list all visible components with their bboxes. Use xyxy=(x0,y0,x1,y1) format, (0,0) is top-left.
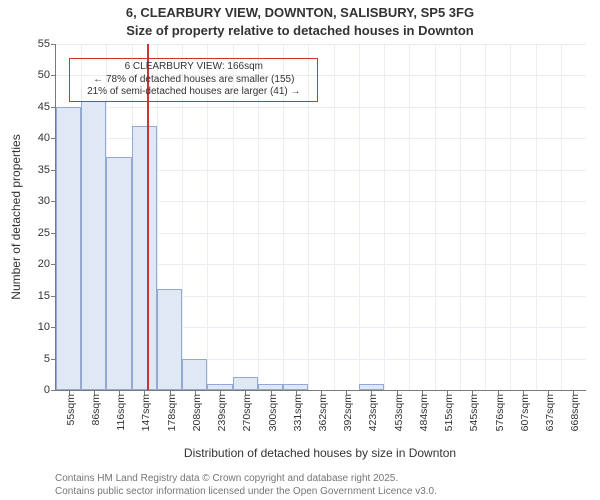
gridline-v xyxy=(334,44,335,390)
gridline-v xyxy=(359,44,360,390)
x-tick-label: 239sqm xyxy=(216,394,228,431)
y-tick-label: 25 xyxy=(38,227,50,239)
x-tick-label: 147sqm xyxy=(140,394,152,431)
x-tick-label: 178sqm xyxy=(166,394,178,431)
x-tick-label: 668sqm xyxy=(569,394,581,431)
gridline-v xyxy=(536,44,537,390)
y-tick-label: 5 xyxy=(44,353,50,365)
y-tick-label: 15 xyxy=(38,290,50,302)
x-tick-label: 86sqm xyxy=(90,394,102,426)
y-axis-label: Number of detached properties xyxy=(9,134,23,299)
y-tick-label: 50 xyxy=(38,69,50,81)
histogram-bar xyxy=(233,377,258,390)
y-tick-label: 0 xyxy=(44,384,50,396)
x-tick-label: 270sqm xyxy=(241,394,253,431)
attribution-footer: Contains HM Land Registry data © Crown c… xyxy=(55,472,437,498)
gridline-v xyxy=(485,44,486,390)
histogram-bar xyxy=(81,101,106,390)
gridline-v xyxy=(561,44,562,390)
y-tick-label: 45 xyxy=(38,101,50,113)
callout-line: 6 CLEARBURY VIEW: 166sqm xyxy=(76,61,311,74)
x-tick-label: 362sqm xyxy=(317,394,329,431)
gridline-v xyxy=(510,44,511,390)
footer-line-1: Contains HM Land Registry data © Crown c… xyxy=(55,472,437,485)
histogram-bar xyxy=(56,107,81,390)
histogram-bar xyxy=(132,126,157,390)
y-tick-label: 55 xyxy=(38,38,50,50)
x-tick-label: 392sqm xyxy=(342,394,354,431)
footer-line-2: Contains public sector information licen… xyxy=(55,485,437,498)
x-tick-label: 116sqm xyxy=(115,394,127,431)
x-axis-label: Distribution of detached houses by size … xyxy=(184,446,456,460)
x-tick-label: 300sqm xyxy=(267,394,279,431)
gridline-h xyxy=(56,44,586,45)
histogram-bar xyxy=(182,359,207,390)
plot-area: 051015202530354045505555sqm86sqm116sqm14… xyxy=(55,44,586,391)
callout-box: 6 CLEARBURY VIEW: 166sqm← 78% of detache… xyxy=(69,58,318,102)
title-line-2: Size of property relative to detached ho… xyxy=(0,22,600,40)
y-tick-mark xyxy=(51,390,56,391)
gridline-v xyxy=(384,44,385,390)
y-tick-label: 40 xyxy=(38,132,50,144)
title-line-1: 6, CLEARBURY VIEW, DOWNTON, SALISBURY, S… xyxy=(0,4,600,22)
x-tick-label: 55sqm xyxy=(65,394,77,426)
x-tick-label: 423sqm xyxy=(367,394,379,431)
x-tick-label: 453sqm xyxy=(393,394,405,431)
histogram-bar xyxy=(157,289,182,390)
x-tick-label: 331sqm xyxy=(292,394,304,431)
gridline-v xyxy=(409,44,410,390)
x-tick-label: 545sqm xyxy=(468,394,480,431)
histogram-bar xyxy=(106,157,131,390)
x-tick-label: 637sqm xyxy=(544,394,556,431)
gridline-v xyxy=(460,44,461,390)
y-tick-label: 10 xyxy=(38,321,50,333)
y-tick-label: 35 xyxy=(38,164,50,176)
x-tick-label: 576sqm xyxy=(494,394,506,431)
x-tick-label: 484sqm xyxy=(418,394,430,431)
gridline-h xyxy=(56,107,586,108)
y-tick-mark xyxy=(51,75,56,76)
gridline-v xyxy=(435,44,436,390)
x-tick-label: 515sqm xyxy=(443,394,455,431)
y-tick-label: 30 xyxy=(38,195,50,207)
y-tick-label: 20 xyxy=(38,258,50,270)
callout-line: 21% of semi-detached houses are larger (… xyxy=(76,86,311,99)
x-tick-label: 208sqm xyxy=(191,394,203,431)
y-tick-mark xyxy=(51,44,56,45)
x-tick-label: 607sqm xyxy=(519,394,531,431)
callout-line: ← 78% of detached houses are smaller (15… xyxy=(76,74,311,87)
chart-title: 6, CLEARBURY VIEW, DOWNTON, SALISBURY, S… xyxy=(0,0,600,39)
